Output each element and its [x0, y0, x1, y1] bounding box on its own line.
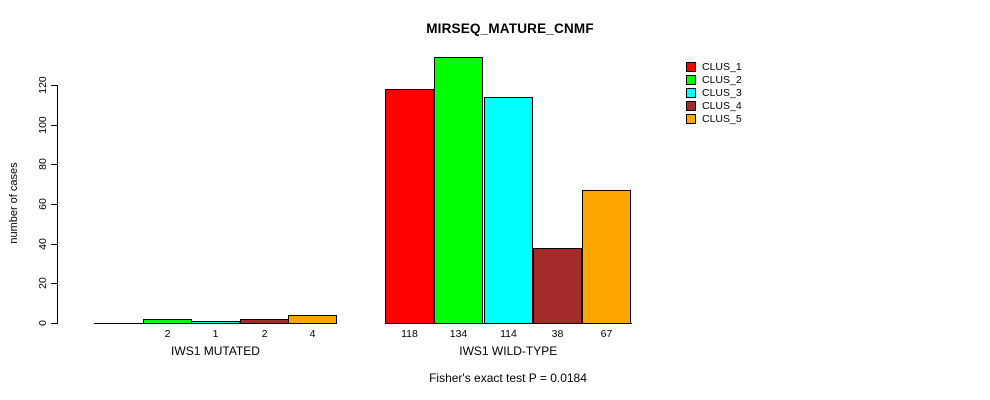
y-tick-label: 0 — [37, 320, 49, 326]
legend-swatch-icon — [686, 114, 696, 124]
group-baseline — [385, 323, 632, 324]
bar-clus_1-iws1-wild-type — [385, 89, 434, 323]
y-axis-label: number of cases — [8, 162, 20, 244]
chart-title: MIRSEQ_MATURE_CNMF — [426, 21, 594, 36]
legend-swatch-icon — [686, 75, 696, 85]
annotation-fisher-test: Fisher's exact test P = 0.0184 — [429, 371, 587, 385]
bar-value-label: 67 — [600, 328, 613, 340]
y-tick-label: 40 — [37, 237, 49, 250]
bar-clus_5-iws1-wild-type — [582, 190, 631, 323]
y-tick — [51, 164, 57, 166]
bar-clus_3-iws1-mutated — [191, 321, 240, 323]
y-tick — [51, 85, 57, 86]
bar-clus_2-iws1-wild-type — [434, 57, 483, 323]
legend-label: CLUS_2 — [702, 74, 742, 86]
y-tick — [51, 323, 57, 324]
legend-swatch-icon — [686, 88, 696, 98]
y-tick-label: 80 — [37, 158, 49, 171]
y-tick-label: 20 — [37, 277, 49, 290]
y-tick-label: 60 — [37, 198, 49, 210]
bar-clus_5-iws1-mutated — [288, 315, 337, 323]
y-tick — [51, 243, 57, 245]
y-tick — [51, 204, 57, 205]
group-label-iws1-wild-type: IWS1 WILD-TYPE — [459, 344, 558, 358]
legend-label: CLUS_5 — [702, 113, 742, 125]
bar-value-label: 2 — [164, 328, 171, 340]
y-tick-label: 100 — [37, 115, 49, 134]
legend-swatch-icon — [686, 101, 696, 111]
bar-value-label: 2 — [261, 328, 268, 340]
bar-value-label: 118 — [401, 328, 418, 340]
bar-clus_4-iws1-wild-type — [533, 248, 582, 323]
legend-label: CLUS_1 — [702, 61, 742, 73]
legend-label: CLUS_4 — [702, 100, 742, 112]
bar-value-label: 114 — [500, 328, 517, 340]
bar-clus_3-iws1-wild-type — [484, 97, 533, 323]
bar-value-label: 4 — [309, 328, 316, 340]
bar-clus_2-iws1-mutated — [143, 319, 192, 323]
group-label-iws1-mutated: IWS1 MUTATED — [171, 344, 260, 358]
bar-value-label: 38 — [551, 328, 564, 340]
group-baseline — [94, 323, 337, 324]
y-tick — [51, 283, 57, 285]
legend-label: CLUS_3 — [702, 87, 742, 99]
y-tick — [51, 124, 57, 126]
bar-clus_4-iws1-mutated — [240, 319, 289, 323]
y-tick-label: 120 — [37, 76, 49, 94]
bar-value-label: 1 — [212, 328, 219, 340]
bar-value-label: 134 — [449, 328, 468, 340]
y-axis-line — [57, 85, 58, 324]
legend-swatch-icon — [686, 62, 696, 72]
